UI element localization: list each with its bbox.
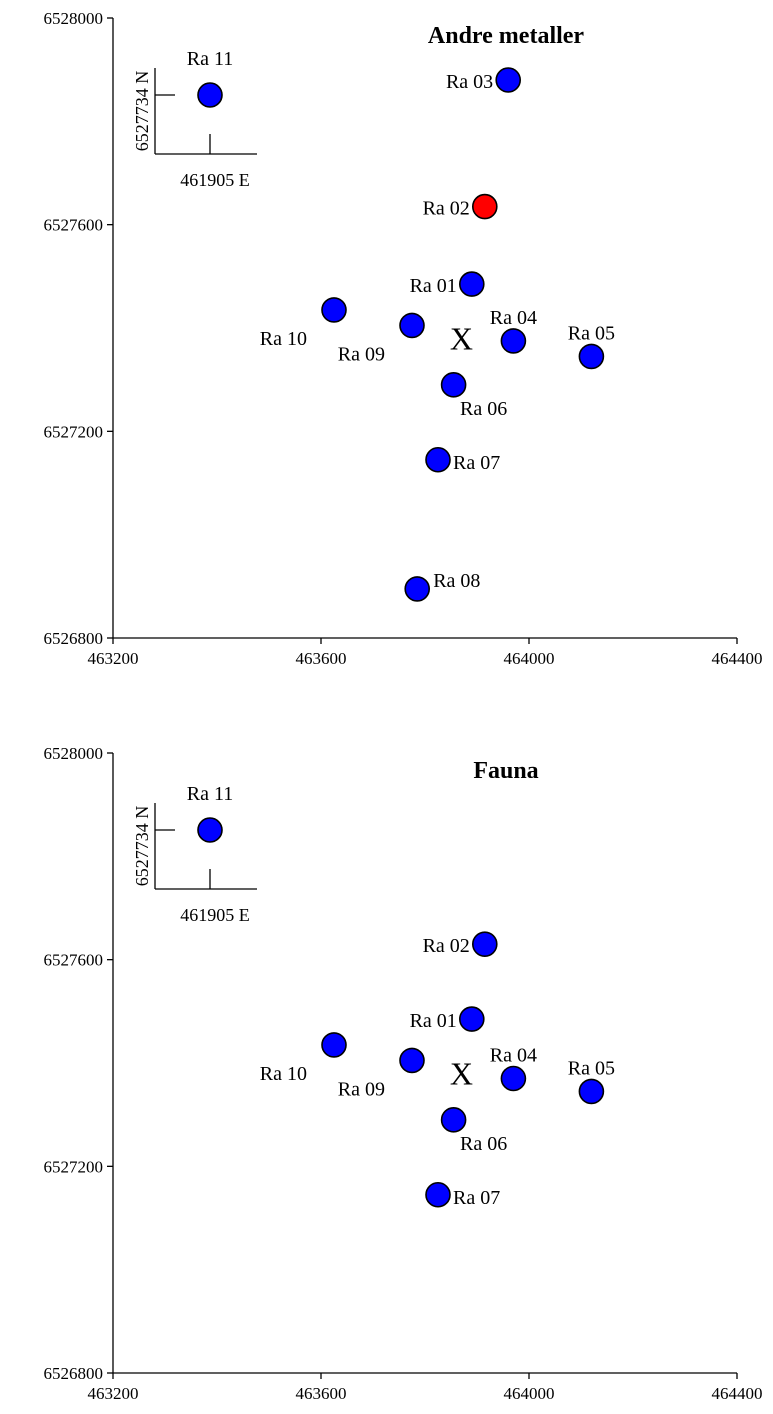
point-label: Ra 04	[490, 307, 537, 329]
inset-x-label: 461905 E	[180, 905, 250, 925]
y-tick-label: 6527600	[44, 951, 104, 970]
inset-y-label: 6527734 N	[132, 71, 152, 152]
data-point	[197, 817, 223, 843]
data-point	[578, 1078, 605, 1105]
inset-x-label: 461905 E	[180, 170, 250, 190]
y-tick-label: 6527200	[44, 1157, 104, 1176]
data-point	[321, 297, 347, 323]
inset-y-label: 6527734 N	[132, 806, 152, 887]
x-tick-label: 463200	[88, 1384, 139, 1403]
y-tick-label: 6527200	[44, 422, 104, 441]
data-point	[399, 312, 425, 339]
data-point	[440, 1107, 467, 1133]
y-tick-label: 6528000	[44, 744, 104, 763]
y-tick-label: 6527600	[44, 216, 104, 235]
y-tick-label: 6526800	[44, 1364, 104, 1383]
point-label: Ra 01	[410, 275, 457, 297]
point-label: Ra 01	[410, 1010, 457, 1032]
data-point	[500, 1065, 527, 1092]
x-tick-label: 463200	[88, 649, 139, 668]
chart-title: Fauna	[473, 758, 538, 784]
data-point	[404, 576, 431, 602]
data-point	[425, 1181, 451, 1208]
data-point	[458, 1006, 485, 1032]
data-point	[197, 82, 223, 108]
x-tick-label: 464000	[504, 649, 555, 668]
data-point	[399, 1047, 425, 1074]
x-tick-label: 463600	[296, 1384, 347, 1403]
x-tick-label: 464400	[712, 1384, 763, 1403]
point-label: Ra 11	[187, 48, 233, 70]
point-label: Ra 10	[260, 328, 307, 350]
point-label: Ra 06	[460, 1133, 507, 1155]
data-point	[425, 446, 451, 473]
data-point	[321, 1032, 347, 1058]
inset: Ra 11 461905 E 6527734 N	[132, 48, 257, 190]
data-point	[471, 931, 498, 957]
point-label: Ra 08	[433, 570, 480, 592]
data-point	[440, 372, 467, 398]
chart-title: Andre metaller	[428, 23, 585, 49]
point-label: Ra 04	[490, 1045, 537, 1067]
x-tick-label: 463600	[296, 649, 347, 668]
data-point	[458, 271, 485, 297]
point-label: Ra 07	[453, 1187, 500, 1209]
x-tick-label: 464400	[712, 649, 763, 668]
point-label: Ra 02	[423, 198, 470, 220]
y-tick-label: 6526800	[44, 629, 104, 648]
point-label: Ra 09	[338, 343, 385, 365]
x-tick-label: 464000	[504, 1384, 555, 1403]
point-label: Ra 06	[460, 398, 507, 420]
point-label: Ra 10	[260, 1063, 307, 1085]
point-label: Ra 09	[338, 1078, 385, 1100]
y-tick-label: 6528000	[44, 9, 104, 28]
data-point	[578, 343, 605, 370]
site-marker: X	[450, 320, 473, 356]
point-label: Ra 02	[423, 935, 470, 957]
inset: Ra 11 461905 E 6527734 N	[132, 783, 257, 925]
point-label: Ra 07	[453, 452, 500, 474]
data-point	[500, 328, 527, 354]
point-label: Ra 05	[568, 1057, 615, 1079]
point-label: Ra 03	[446, 71, 493, 93]
point-label: Ra 11	[187, 783, 233, 805]
data-point	[471, 193, 498, 220]
data-point	[495, 67, 522, 93]
site-marker: X	[450, 1055, 473, 1091]
point-label: Ra 05	[568, 322, 615, 344]
